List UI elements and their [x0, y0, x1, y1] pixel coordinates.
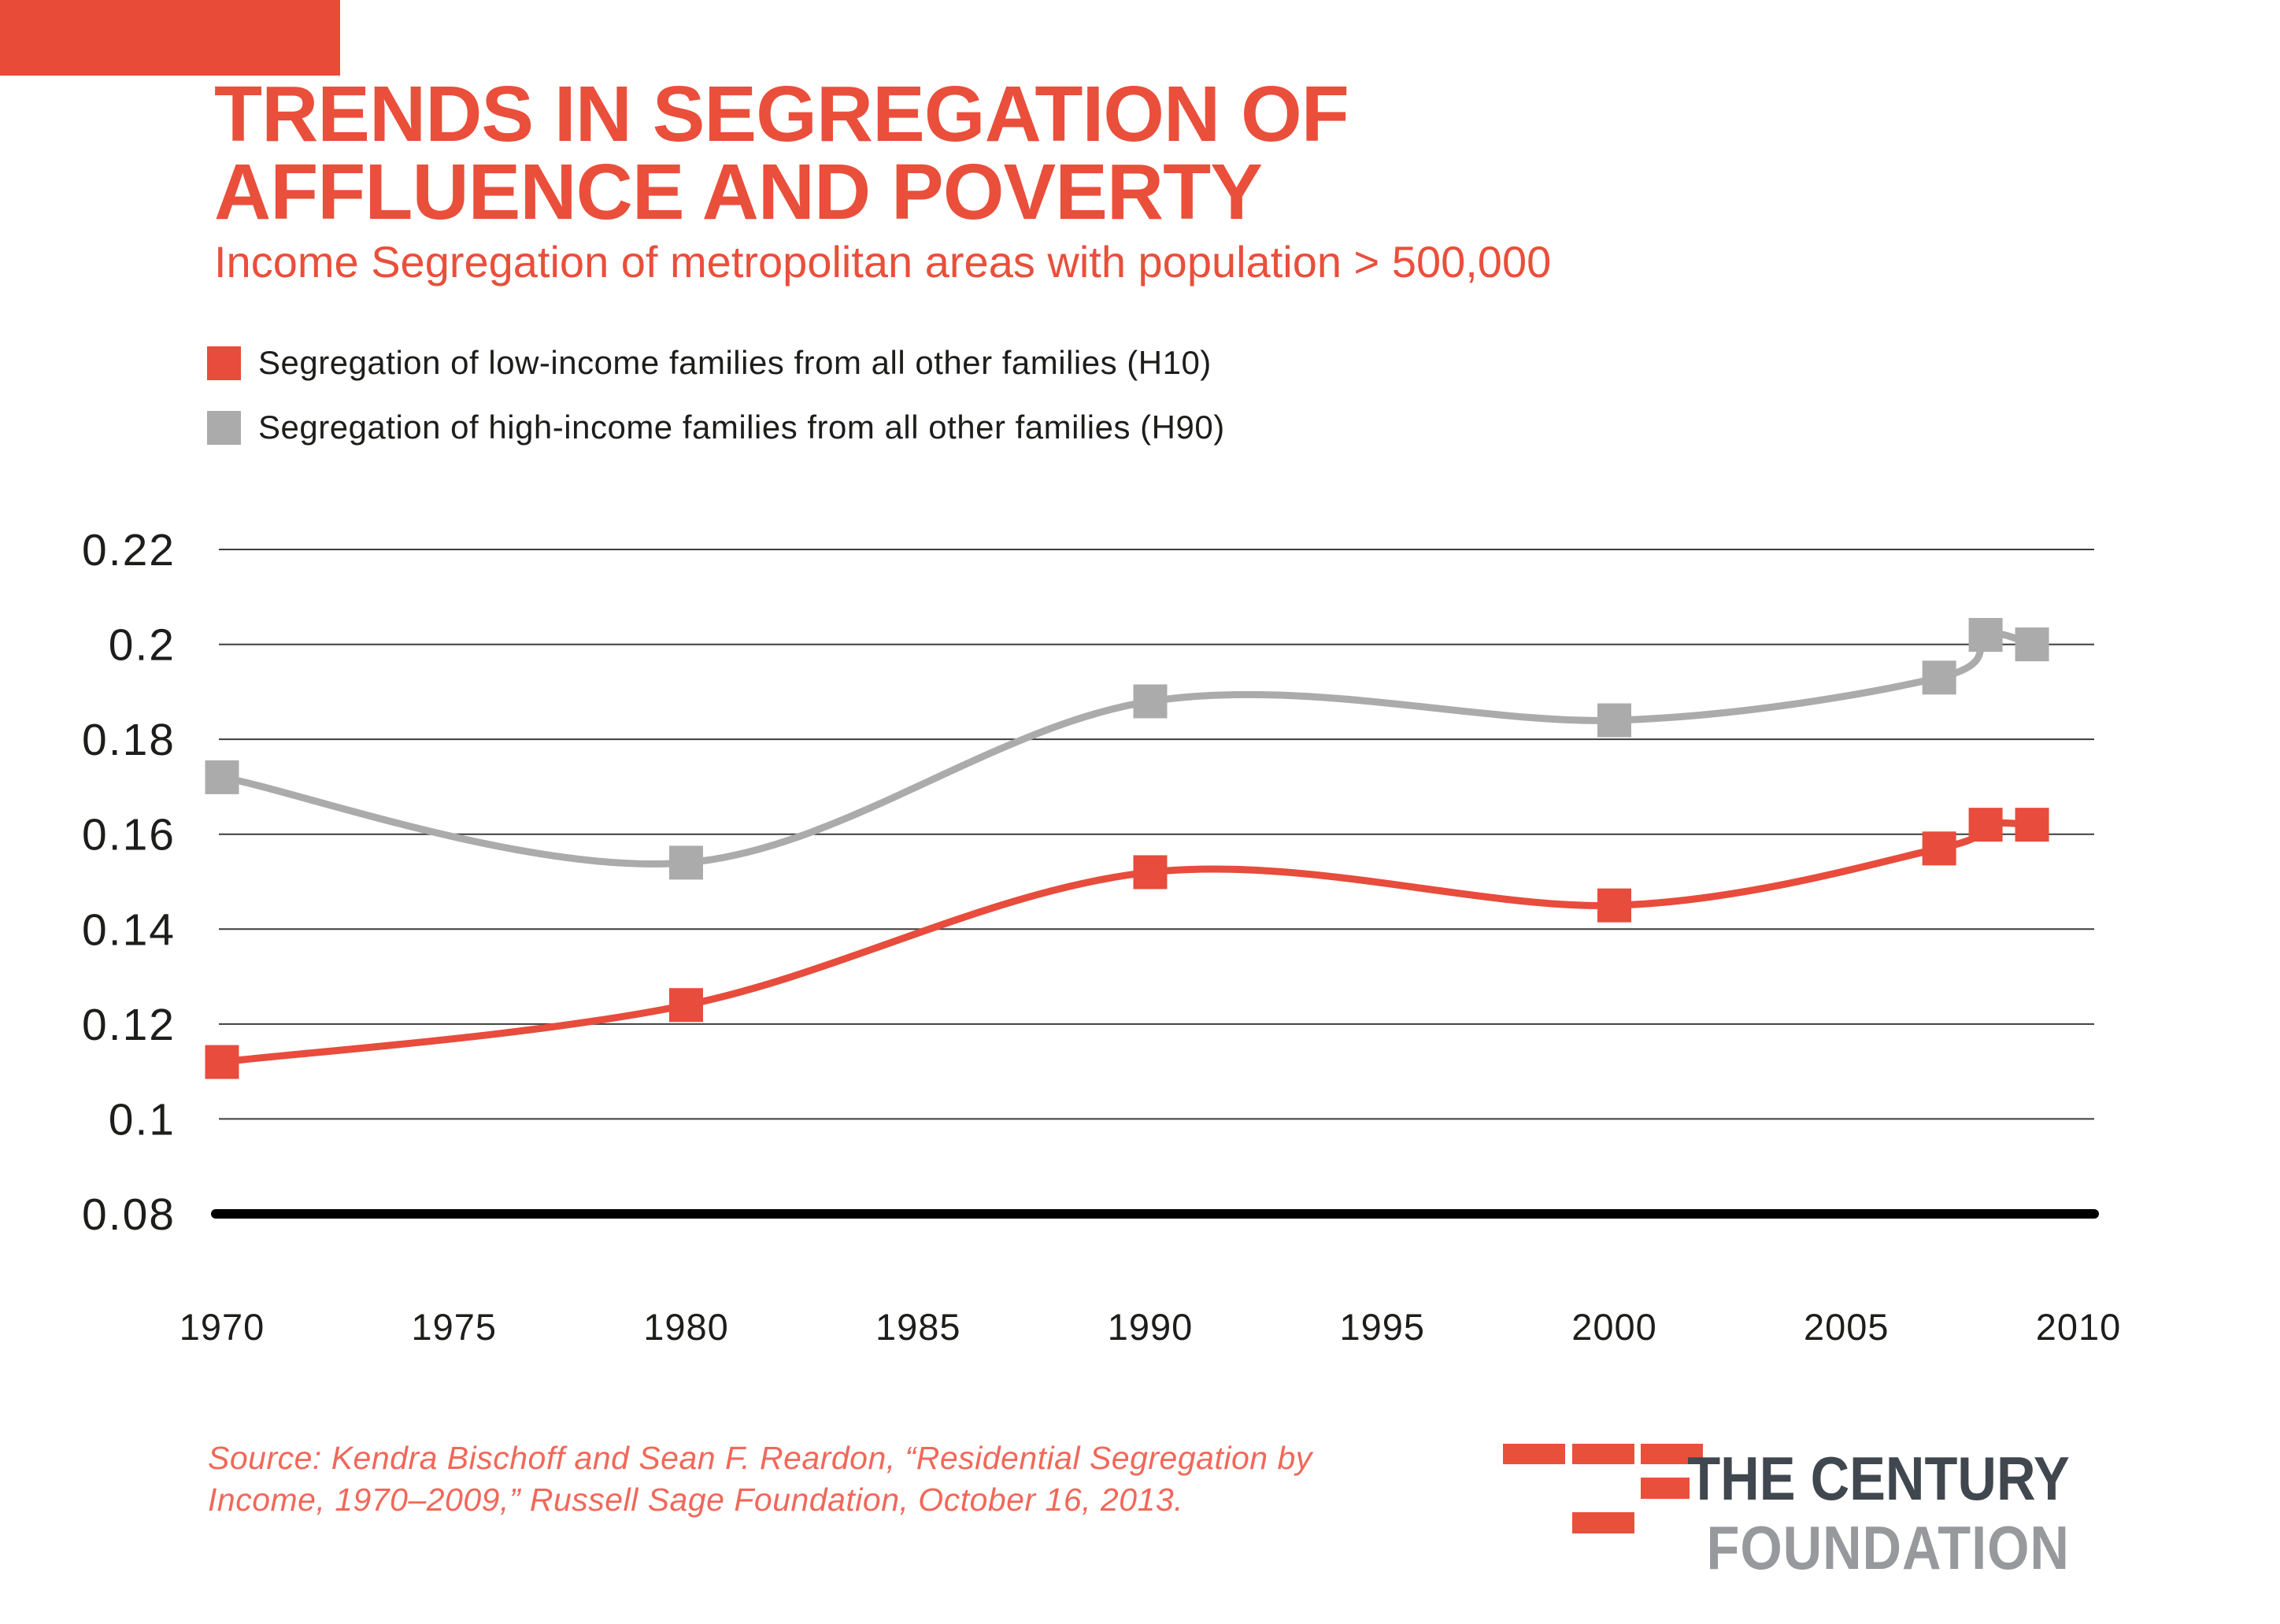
data-point-h90: [2015, 627, 2049, 662]
x-tick-label: 1980: [643, 1306, 729, 1348]
x-tick-label: 2005: [1804, 1306, 1890, 1348]
data-point-h90: [1597, 703, 1631, 738]
brand-accent-bar: [0, 0, 340, 76]
x-tick-label: 1970: [180, 1306, 265, 1348]
x-tick-label: 1990: [1108, 1306, 1194, 1348]
source-citation: Source: Kendra Bischoff and Sean F. Rear…: [208, 1440, 1312, 1518]
page-subtitle: Income Segregation of metropolitan areas…: [214, 237, 1552, 287]
data-point-h10: [1922, 831, 1956, 866]
legend-item-h90: Segregation of high-income families from…: [207, 409, 1225, 446]
y-tick-label: 0.12: [82, 1000, 176, 1050]
logo-wordmark-line1: THE CENTURY: [1687, 1444, 2070, 1513]
y-tick-label: 0.1: [109, 1094, 176, 1145]
legend-item-h10: Segregation of low-income families from …: [207, 344, 1212, 381]
legend-swatch-h10-icon: [207, 346, 241, 380]
x-tick-label: 1975: [411, 1306, 497, 1348]
y-tick-label: 0.18: [82, 715, 176, 765]
data-point-h10: [1968, 808, 2003, 842]
x-tick-label: 2010: [2036, 1306, 2122, 1348]
page-title: TRENDS IN SEGREGATION OF AFFLUENCE AND P…: [214, 70, 1349, 236]
y-tick-label: 0.16: [82, 810, 176, 860]
legend-label-h90: Segregation of high-income families from…: [258, 409, 1225, 446]
data-point-h90: [669, 845, 703, 880]
logo-wordmark-line2: FOUNDATION: [1706, 1513, 2070, 1582]
century-foundation-logo: THE CENTURY FOUNDATION: [1503, 1444, 2070, 1582]
logo-mark-bar-icon: [1572, 1444, 1634, 1464]
series-line-h10: [221, 819, 2033, 1066]
y-tick-label: 0.22: [82, 525, 176, 575]
x-tick-label: 1985: [875, 1306, 961, 1348]
data-point-h90: [1922, 660, 1956, 695]
data-point-h90: [1968, 618, 2003, 653]
y-tick-label: 0.2: [109, 620, 176, 671]
x-tick-label: 1995: [1339, 1306, 1425, 1348]
x-tick-label: 2000: [1571, 1306, 1657, 1348]
series-line-h90: [221, 630, 2034, 868]
logo-mark-bar-icon: [1641, 1444, 1703, 1464]
data-point-h10: [1133, 855, 1168, 890]
data-point-h10: [1597, 888, 1631, 923]
data-point-h10: [205, 1045, 239, 1079]
logo-mark-bar-icon: [1503, 1444, 1565, 1464]
y-tick-label: 0.14: [82, 904, 176, 955]
legend-swatch-h90-icon: [207, 410, 241, 445]
logo-wordmark: THE CENTURY FOUNDATION: [1687, 1444, 2070, 1582]
data-point-h90: [205, 760, 239, 794]
logo-mark-bar-icon: [1572, 1512, 1634, 1533]
data-point-h90: [1133, 684, 1168, 719]
data-point-h10: [669, 988, 703, 1023]
data-point-h10: [2015, 808, 2049, 842]
y-tick-label: 0.08: [82, 1189, 176, 1240]
legend-label-h10: Segregation of low-income families from …: [258, 344, 1212, 381]
logo-mark-bar-icon: [1641, 1478, 1690, 1499]
